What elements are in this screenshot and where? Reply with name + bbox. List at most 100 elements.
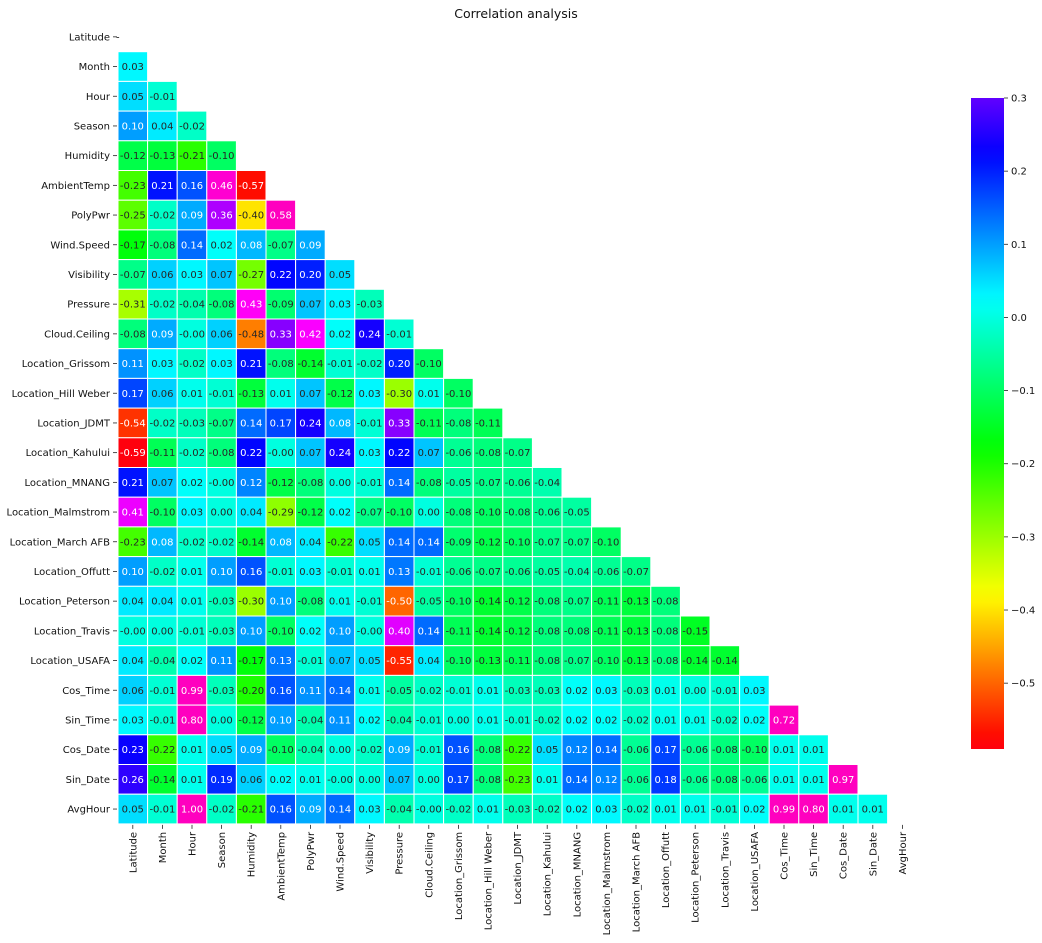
heatmap-cell-value: -0.04 <box>534 478 560 489</box>
heatmap-cell-value: 0.03 <box>181 508 203 519</box>
heatmap-cell <box>620 556 652 587</box>
heatmap-cell <box>620 615 652 647</box>
heatmap-cell-value: 0.07 <box>299 300 321 311</box>
heatmap-cell <box>413 496 445 528</box>
heatmap-cell-value: 0.02 <box>210 240 232 251</box>
heatmap-cell <box>147 556 178 587</box>
heatmap-cell <box>472 437 504 468</box>
heatmap-cell-value: 0.22 <box>388 448 410 459</box>
heatmap-cell-value: -0.10 <box>268 745 294 756</box>
heatmap-cell <box>176 793 208 825</box>
x-tick-label-cos-time: Cos_Time <box>780 832 791 880</box>
heatmap-cell-value: -0.06 <box>505 478 531 489</box>
heatmap-cell-value: 0.14 <box>181 240 203 251</box>
heatmap-cell-value: 0.14 <box>566 775 588 786</box>
heatmap-cell <box>739 674 770 706</box>
heatmap-cell-value: 0.02 <box>566 805 588 816</box>
colorbar-tick-label: 0.3 <box>1011 94 1027 105</box>
heatmap-cell <box>295 437 326 468</box>
heatmap-cell-value: -0.14 <box>149 775 175 786</box>
heatmap-cell-value: 0.10 <box>122 567 144 578</box>
heatmap-cell-value: 0.10 <box>210 567 232 578</box>
heatmap-cell-value: 0.06 <box>210 329 232 340</box>
heatmap-cell-value: 0.36 <box>210 211 232 222</box>
heatmap-cell-value: -0.00 <box>268 448 294 459</box>
heatmap-cell-value: -0.48 <box>238 329 264 340</box>
heatmap-cell <box>354 526 385 558</box>
heatmap-cell-value: 0.12 <box>566 745 588 756</box>
heatmap-cell-value: -0.03 <box>623 686 649 697</box>
heatmap-cell-value: -0.14 <box>712 656 738 667</box>
heatmap-cell-value: -0.12 <box>327 389 353 400</box>
heatmap-cell <box>502 437 533 468</box>
heatmap-cell <box>295 496 326 528</box>
y-tick-label-location-malmstrom: Location_Malmstrom <box>7 508 110 519</box>
heatmap-cell-value: -0.07 <box>120 270 146 281</box>
heatmap-cell-value: -0.21 <box>238 805 264 816</box>
heatmap-cell-value: 0.03 <box>122 715 144 726</box>
x-tick-label-location-usafa: Location_USAFA <box>750 832 761 912</box>
heatmap-cell <box>679 734 711 765</box>
heatmap-cell-value: 0.17 <box>270 418 292 429</box>
heatmap-cell-value: 0.01 <box>181 745 203 756</box>
heatmap-cell-value: 0.10 <box>240 626 262 637</box>
heatmap-cell-value: 0.24 <box>299 418 321 429</box>
heatmap-cell <box>265 348 297 379</box>
heatmap-cell-value: 0.01 <box>181 567 203 578</box>
heatmap-cell <box>206 199 237 231</box>
heatmap-cell-value: -0.13 <box>623 626 649 637</box>
y-tick-label-latitude: Latitude <box>69 32 110 43</box>
heatmap-cell <box>117 51 149 82</box>
heatmap-cell-value: -0.54 <box>120 418 146 429</box>
heatmap-cell-value: -0.12 <box>505 597 531 608</box>
heatmap-cell-value: 0.07 <box>299 448 321 459</box>
heatmap-cell-value: 0.07 <box>418 448 440 459</box>
heatmap-cell-value: -0.12 <box>120 151 146 162</box>
heatmap-cell-value: 0.18 <box>654 775 676 786</box>
heatmap-cell <box>443 764 474 795</box>
heatmap-cell-value: 0.80 <box>802 805 824 816</box>
heatmap-cell-value: -0.15 <box>682 626 708 637</box>
heatmap-cell-value: 0.42 <box>299 329 321 340</box>
heatmap-cell-value: -0.07 <box>564 656 590 667</box>
x-tick-label-cloud-ceiling: Cloud.Ceiling <box>424 832 435 898</box>
y-tick-label-polypwr: PolyPwr <box>71 211 111 222</box>
heatmap-cell-value: 0.33 <box>388 418 410 429</box>
heatmap-cell <box>472 556 504 587</box>
heatmap-cell-value: -0.07 <box>475 567 501 578</box>
heatmap-cell-value: -0.22 <box>505 745 531 756</box>
heatmap-cell-value: -0.10 <box>593 656 619 667</box>
heatmap-cell-value: -0.07 <box>534 537 560 548</box>
heatmap-cell-value: 0.03 <box>358 389 380 400</box>
heatmap-cell-value: 0.00 <box>329 745 351 756</box>
heatmap-cell-value: 0.33 <box>270 329 292 340</box>
heatmap-cell-value: -0.08 <box>209 300 235 311</box>
heatmap-cell-value: 0.16 <box>270 686 292 697</box>
heatmap-cell-value: 0.99 <box>181 686 203 697</box>
heatmap-cell-value: 0.72 <box>773 715 795 726</box>
heatmap-cell <box>265 645 297 676</box>
heatmap-cell-value: -0.04 <box>386 805 412 816</box>
heatmap-cell <box>591 585 622 617</box>
heatmap-cell-value: -0.14 <box>297 359 323 370</box>
colorbar: 0.3 0.2 0.1 0.0 −0.1 −0.2 −0.3 −0.4 −0.5 <box>971 94 1035 749</box>
heatmap-cell-value: -0.01 <box>179 626 205 637</box>
colorbar-tick-label: 0.1 <box>1011 240 1027 251</box>
heatmap-cell-value: 0.13 <box>270 656 292 667</box>
heatmap-cell <box>383 764 415 795</box>
heatmap-cell-value: 0.01 <box>477 686 499 697</box>
heatmap-cell <box>324 377 356 409</box>
heatmap-cell-value: 0.41 <box>122 508 144 519</box>
heatmap-cell-value: 0.97 <box>832 775 854 786</box>
heatmap-cell-value: -0.21 <box>179 151 205 162</box>
y-tick-label-pressure: Pressure <box>67 300 110 311</box>
x-tick-label-sin-time: Sin_Time <box>809 832 820 877</box>
heatmap-cell-value: -0.11 <box>416 418 442 429</box>
heatmap-cell-value: -0.05 <box>445 478 471 489</box>
heatmap-cell <box>265 437 297 468</box>
x-tick-label-location-offutt: Location_Offutt <box>661 832 672 908</box>
heatmap-cell-value: -0.02 <box>209 805 235 816</box>
heatmap-cell-value: 0.09 <box>151 329 173 340</box>
heatmap-cell-value: -0.08 <box>297 478 323 489</box>
